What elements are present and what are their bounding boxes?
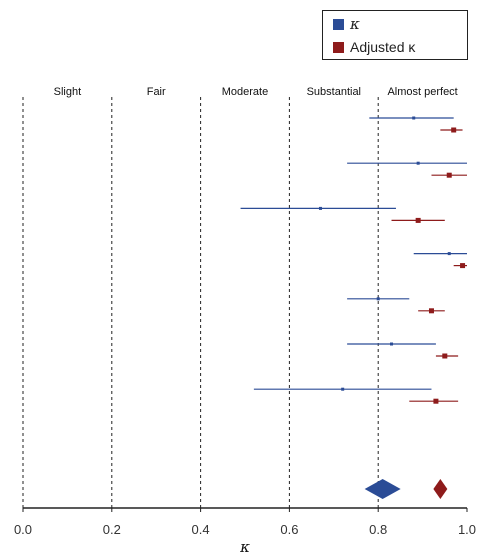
point-estimate-s1-5 bbox=[442, 353, 448, 359]
point-estimate-s1-4 bbox=[428, 308, 434, 314]
band-label-1: Fair bbox=[147, 86, 166, 98]
reference-lines bbox=[22, 97, 379, 508]
x-tick-label-3: 0.6 bbox=[280, 522, 298, 537]
point-estimate-s1-6 bbox=[433, 398, 439, 404]
x-tick-label-0: 0.0 bbox=[14, 522, 32, 537]
x-axis-title: κ bbox=[239, 538, 250, 556]
point-estimate-s0-5 bbox=[390, 342, 394, 346]
point-estimate-s0-1 bbox=[416, 161, 420, 165]
x-tick-label-5: 1.0 bbox=[458, 522, 476, 537]
band-label-0: Slight bbox=[54, 86, 82, 98]
point-estimate-s0-4 bbox=[376, 297, 380, 301]
legend-swatch-adjusted-kappa bbox=[333, 41, 344, 53]
x-tick-label-4: 0.8 bbox=[369, 522, 387, 537]
point-estimate-s0-3 bbox=[447, 252, 451, 256]
x-axis: 0.0 0.2 0.4 0.6 0.8 1.0 bbox=[14, 507, 476, 537]
legend-item-kappa: κ bbox=[333, 14, 467, 34]
legend-swatch-kappa bbox=[333, 18, 344, 30]
band-label-2: Moderate bbox=[222, 86, 268, 98]
legend: κ Adjusted κ bbox=[322, 10, 468, 60]
point-estimate-s0-6 bbox=[341, 387, 345, 391]
band-labels: Slight Fair Moderate Substantial Almost perf… bbox=[54, 86, 458, 98]
point-estimate-s1-0 bbox=[451, 127, 457, 133]
pooled-diamond-s1 bbox=[433, 479, 448, 499]
x-tick-label-1: 0.2 bbox=[103, 522, 121, 537]
confidence-intervals bbox=[240, 116, 467, 499]
legend-label-kappa: κ bbox=[350, 15, 360, 33]
band-label-4: Almost perfect bbox=[387, 86, 457, 98]
point-estimate-s0-2 bbox=[318, 206, 322, 210]
point-estimate-s1-3 bbox=[460, 263, 466, 269]
pooled-diamond-s0 bbox=[364, 479, 401, 499]
point-estimate-s1-2 bbox=[415, 217, 421, 223]
band-label-3: Substantial bbox=[307, 86, 361, 98]
legend-item-adjusted-kappa: Adjusted κ bbox=[333, 37, 467, 57]
legend-label-adjusted-kappa: Adjusted κ bbox=[350, 39, 416, 55]
point-estimate-s1-1 bbox=[446, 172, 452, 178]
x-tick-label-2: 0.4 bbox=[192, 522, 210, 537]
point-estimate-s0-0 bbox=[412, 116, 416, 120]
